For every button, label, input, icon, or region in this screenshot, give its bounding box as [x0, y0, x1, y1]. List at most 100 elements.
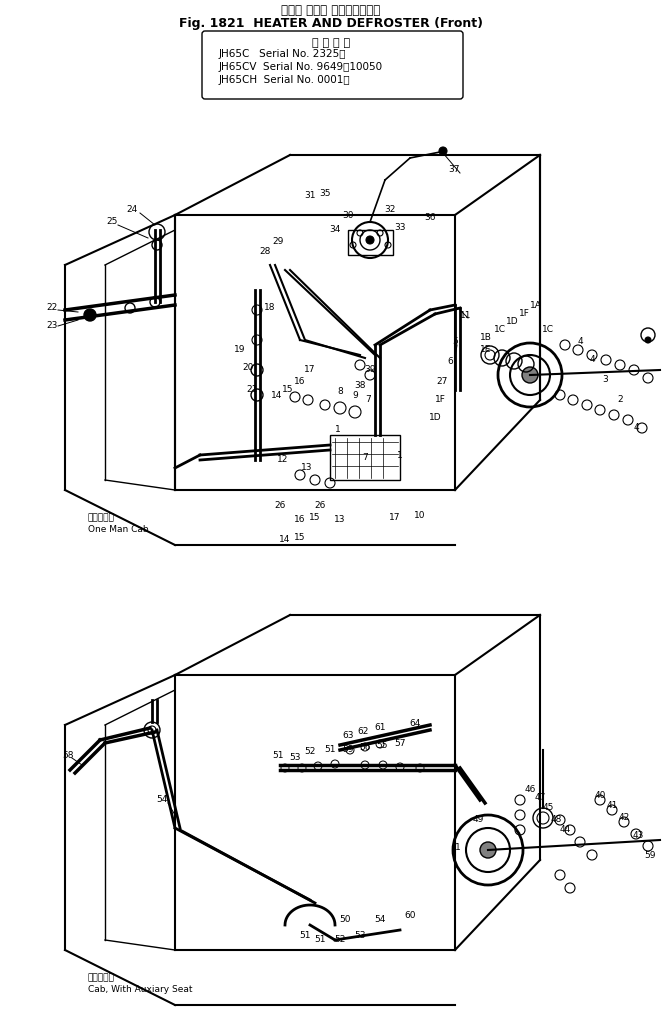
Text: 33: 33 [394, 223, 406, 232]
Text: 51: 51 [299, 931, 311, 939]
Text: 7: 7 [365, 396, 371, 404]
Text: 44: 44 [560, 826, 571, 835]
Text: 52: 52 [304, 748, 316, 756]
Text: 63: 63 [342, 730, 354, 740]
Text: 45: 45 [542, 803, 554, 812]
Text: One Man Cab: One Man Cab [88, 526, 149, 534]
Text: 49: 49 [472, 815, 484, 825]
Text: 9: 9 [352, 392, 358, 400]
Text: 57: 57 [394, 740, 406, 749]
Text: 26: 26 [314, 500, 326, 509]
Text: 30: 30 [342, 211, 354, 220]
Text: 17: 17 [389, 514, 400, 523]
Text: Fig. 1821  HEATER AND DEFROSTER (Front): Fig. 1821 HEATER AND DEFROSTER (Front) [179, 17, 483, 31]
Text: 1F: 1F [518, 310, 530, 318]
Text: 60: 60 [404, 910, 416, 920]
Text: 13: 13 [301, 463, 313, 473]
Text: 1: 1 [397, 450, 403, 459]
Text: 55: 55 [376, 742, 388, 751]
Text: 1: 1 [335, 426, 341, 435]
Text: 26: 26 [274, 500, 286, 509]
Text: 2: 2 [617, 396, 623, 404]
Text: 54: 54 [375, 916, 386, 925]
Text: 51: 51 [272, 751, 284, 759]
Text: JH65C   Serial No. 2325～: JH65C Serial No. 2325～ [219, 49, 347, 59]
Text: JH65CH  Serial No. 0001～: JH65CH Serial No. 0001～ [219, 75, 351, 85]
Text: 29: 29 [272, 237, 284, 247]
Text: 28: 28 [259, 248, 271, 257]
Circle shape [84, 309, 96, 321]
Text: 16: 16 [294, 516, 306, 525]
Text: 51: 51 [314, 935, 326, 944]
Text: 32: 32 [385, 206, 396, 215]
Text: 52: 52 [334, 935, 345, 944]
Text: 13: 13 [334, 516, 345, 525]
Text: 35: 35 [320, 188, 331, 197]
Text: 22: 22 [46, 304, 58, 312]
Text: 1E: 1E [480, 346, 492, 355]
Text: 適 用 号 機: 適 用 号 機 [312, 38, 350, 48]
Text: 16: 16 [294, 377, 306, 387]
Text: 36: 36 [424, 214, 436, 222]
Text: 39: 39 [364, 365, 376, 374]
Text: 31: 31 [304, 190, 316, 199]
FancyBboxPatch shape [202, 31, 463, 99]
Text: JH65CV  Serial No. 9649～10050: JH65CV Serial No. 9649～10050 [219, 62, 383, 72]
Text: 4: 4 [589, 356, 595, 364]
Text: 5: 5 [452, 338, 458, 347]
Text: 17: 17 [304, 365, 316, 374]
Text: 50: 50 [339, 916, 351, 925]
Text: 59: 59 [644, 850, 656, 859]
Text: 1D: 1D [429, 413, 442, 422]
Text: 61: 61 [374, 723, 386, 732]
Text: 51: 51 [324, 746, 335, 755]
Text: 53: 53 [289, 754, 301, 762]
Text: 48: 48 [550, 815, 562, 825]
Text: 一人乗り用: 一人乗り用 [88, 514, 115, 523]
Circle shape [522, 367, 538, 383]
Text: 二人乗り用: 二人乗り用 [88, 974, 115, 982]
Text: 10: 10 [414, 510, 426, 520]
Text: 20: 20 [242, 363, 254, 372]
Text: 19: 19 [234, 346, 246, 355]
Text: 6: 6 [447, 357, 453, 366]
Bar [330, 435, 400, 480]
Text: 12: 12 [277, 455, 288, 464]
Text: 47: 47 [534, 794, 546, 802]
Text: 25: 25 [106, 218, 118, 226]
Text: 1D: 1D [506, 317, 518, 326]
Text: 24: 24 [127, 206, 138, 215]
Text: 1: 1 [455, 844, 461, 852]
Text: 14: 14 [271, 391, 282, 400]
Text: 14: 14 [279, 535, 290, 544]
Circle shape [480, 842, 496, 858]
Circle shape [645, 337, 651, 343]
Text: 1C: 1C [542, 325, 554, 335]
Text: Cab, With Auxiary Seat: Cab, With Auxiary Seat [88, 985, 192, 994]
Text: 43: 43 [633, 831, 644, 840]
Circle shape [439, 147, 447, 155]
Text: ヒータ および デフロスタ（前: ヒータ および デフロスタ（前 [281, 4, 381, 17]
Text: 53: 53 [354, 931, 366, 939]
Text: 34: 34 [330, 225, 341, 234]
Text: 41: 41 [606, 801, 618, 809]
Text: 18: 18 [265, 304, 276, 312]
Text: 4: 4 [633, 424, 639, 433]
Text: 37: 37 [448, 166, 459, 175]
Text: 7: 7 [362, 453, 368, 462]
Text: 38: 38 [354, 381, 366, 390]
Text: 15: 15 [294, 534, 306, 542]
Text: 1F: 1F [434, 396, 446, 404]
Text: 59: 59 [342, 746, 354, 755]
Text: 8: 8 [337, 388, 343, 397]
Text: 21: 21 [247, 386, 258, 395]
Text: 15: 15 [282, 386, 294, 395]
Text: 40: 40 [594, 791, 606, 800]
Text: 27: 27 [436, 377, 448, 387]
Text: 56: 56 [359, 744, 371, 753]
Text: 62: 62 [357, 727, 369, 737]
Text: 11: 11 [460, 311, 472, 319]
Text: 15: 15 [309, 514, 321, 523]
Text: 46: 46 [524, 786, 536, 795]
Text: 4: 4 [577, 338, 583, 347]
